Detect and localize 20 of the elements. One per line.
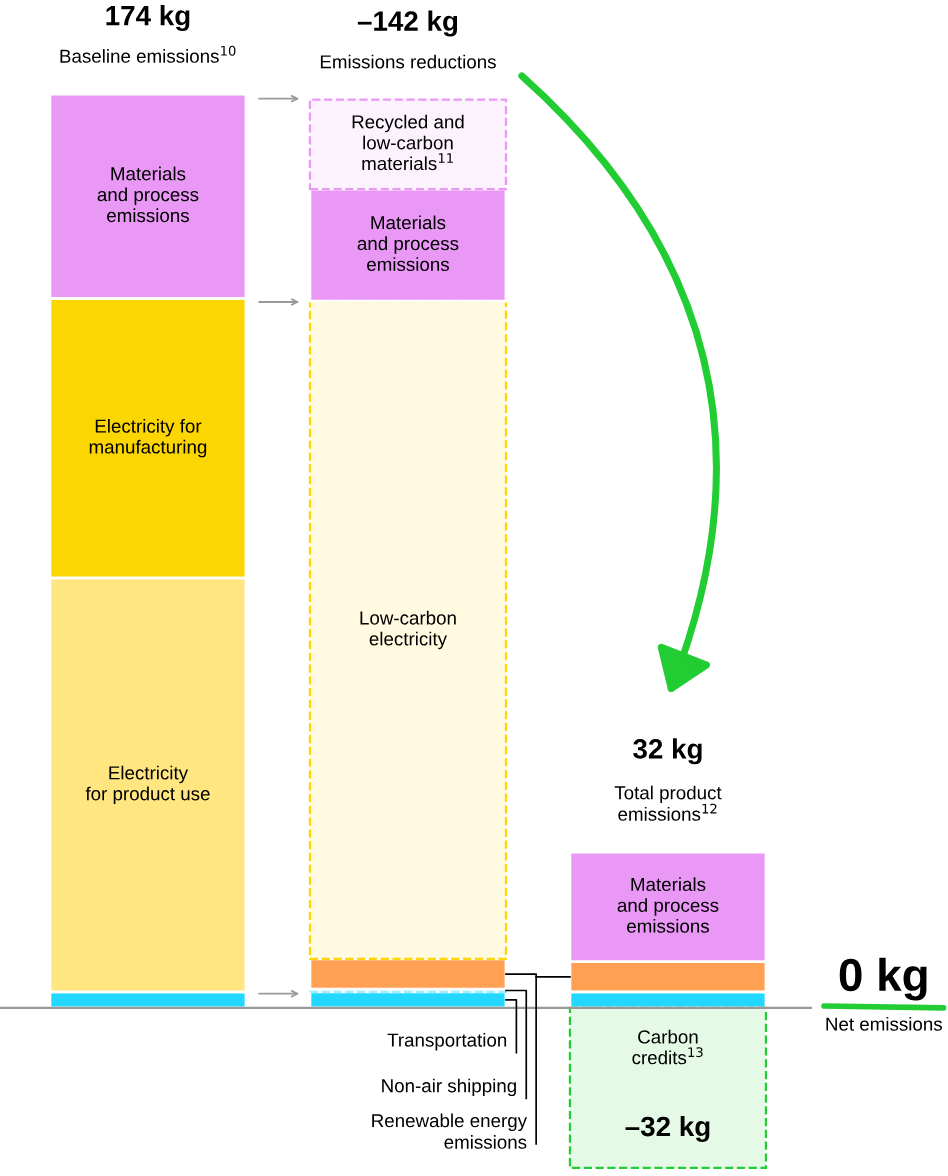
text: 174 kg	[106, 5, 190, 32]
series-label: Transportation	[387, 1032, 507, 1051]
text: 0 kg	[839, 957, 927, 1001]
text: Renewable energy emissions	[372, 1113, 528, 1149]
series-label: Electricity for manufacturing	[89, 418, 207, 458]
text: Net emissions	[826, 1017, 942, 1031]
annotation: 32 kg	[633, 738, 702, 765]
x-tick-label: Emissions reductions	[320, 54, 496, 69]
series-label: Electricity for product use	[85, 765, 210, 805]
text: Materials and process emissions	[97, 166, 199, 223]
series-label: Carbon credits$^{13}$	[632, 1029, 703, 1065]
annotation: –32 kg	[625, 1115, 710, 1142]
series-label: Materials and process emissions	[617, 877, 719, 933]
text: Non-air shipping	[382, 1078, 516, 1097]
x-tick-label: Baseline emissions$^{10}$	[60, 45, 236, 63]
x-tick-label: Total product emissions$^{12}$	[614, 785, 722, 821]
series-label: Low-carbon electricity	[360, 610, 456, 650]
text: –142 kg	[357, 10, 458, 37]
text: Materials and process emissions	[357, 215, 459, 272]
series-label: Recycled and low-carbon materials$^{11}$	[352, 114, 464, 171]
